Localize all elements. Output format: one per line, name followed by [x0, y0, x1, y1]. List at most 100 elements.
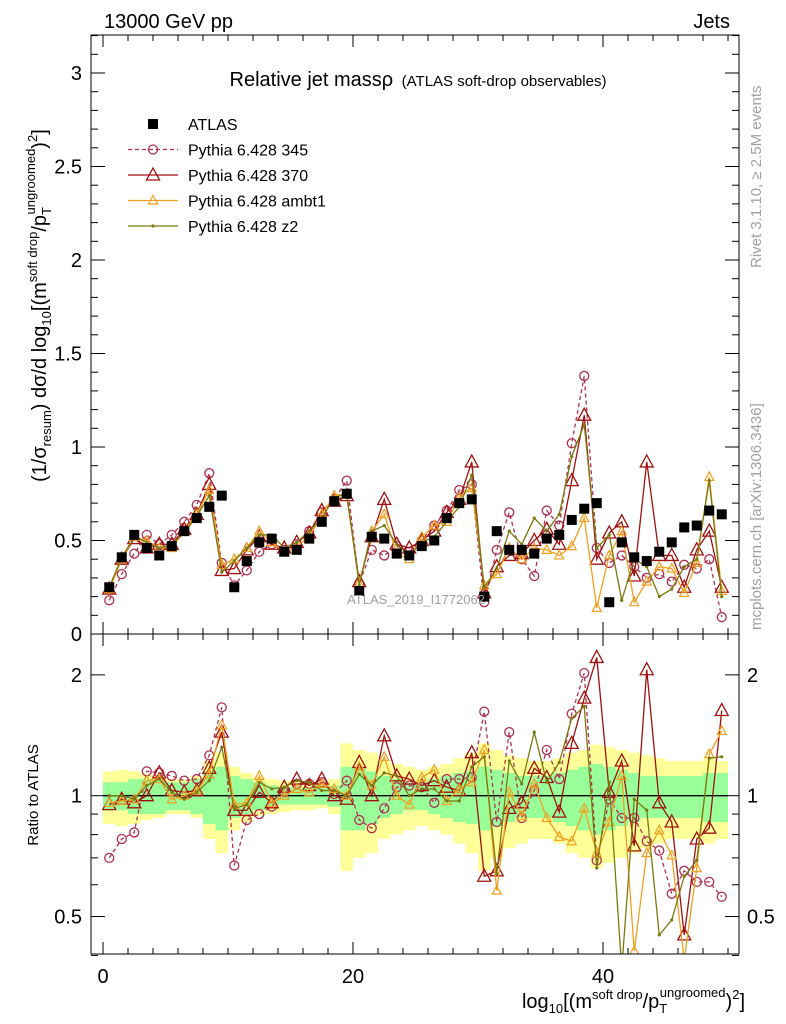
point-pythia-6-428-z2: [607, 780, 611, 784]
point-atlas: [229, 582, 240, 593]
point-atlas: [529, 548, 540, 559]
point-pythia-6-428-z2: [382, 523, 386, 528]
point-atlas: [566, 514, 577, 525]
point-pythia-6-428-345: [691, 876, 702, 888]
point-pythia-6-428-370: [401, 770, 417, 785]
point-pythia-6-428-z2: [407, 794, 411, 798]
point-pythia-6-428-ambt1: [629, 944, 640, 954]
point-pythia-6-428-370: [464, 744, 480, 759]
point-pythia-6-428-z2: [670, 587, 674, 591]
point-pythia-6-428-z2: [370, 783, 374, 788]
point-pythia-6-428-345: [479, 706, 490, 717]
point-atlas: [329, 496, 340, 507]
ratio-band-inner: [390, 779, 403, 815]
point-pythia-6-428-ambt1: [428, 519, 440, 530]
ratio-band-inner: [678, 775, 691, 818]
point-pythia-6-428-ambt1: [528, 777, 540, 789]
legend-marker-pythia-6-428-ambt1: [147, 194, 159, 205]
point-pythia-6-428-370: [589, 550, 605, 565]
point-pythia-6-428-z2: [207, 779, 211, 783]
point-pythia-6-428-z2: [395, 774, 399, 778]
point-pythia-6-428-345: [604, 794, 615, 805]
point-pythia-6-428-ambt1: [666, 849, 678, 860]
point-atlas: [266, 533, 277, 544]
point-pythia-6-428-z2: [707, 756, 711, 760]
point-pythia-6-428-345: [666, 888, 677, 899]
point-pythia-6-428-370: [651, 794, 667, 809]
point-pythia-6-428-z2: [595, 546, 599, 550]
point-pythia-6-428-z2: [682, 565, 686, 569]
legend-label-pythia-6-428-z2: Pythia 6.428 z2: [188, 219, 298, 236]
point-pythia-6-428-ambt1: [441, 794, 453, 806]
point-pythia-6-428-z2: [170, 790, 174, 794]
point-pythia-6-428-z2: [532, 516, 536, 520]
point-pythia-6-428-370: [526, 759, 542, 774]
point-pythia-6-428-370: [626, 567, 642, 582]
point-atlas: [454, 498, 465, 509]
point-pythia-6-428-345: [379, 550, 390, 561]
point-pythia-6-428-345: [541, 744, 552, 756]
legend-marker-pythia-6-428-345: [147, 144, 159, 155]
ratio-band-inner: [490, 769, 503, 827]
point-pythia-6-428-z2: [520, 782, 524, 786]
point-pythia-6-428-ambt1: [478, 743, 490, 755]
point-atlas: [516, 544, 527, 555]
point-atlas: [216, 490, 227, 501]
point-pythia-6-428-ambt1: [316, 777, 328, 789]
point-pythia-6-428-ambt1: [691, 556, 703, 568]
point-pythia-6-428-370: [664, 813, 680, 828]
point-pythia-6-428-370: [514, 794, 530, 809]
point-pythia-6-428-z2: [432, 787, 436, 791]
point-pythia-6-428-345: [504, 507, 515, 518]
point-pythia-6-428-ambt1: [491, 567, 503, 579]
point-pythia-6-428-z2: [157, 777, 161, 781]
ratio-band-inner: [453, 772, 466, 822]
point-pythia-6-428-345: [129, 827, 140, 838]
ratio-band-inner: [428, 779, 441, 815]
plot-title-main: Relative jet massρ: [230, 69, 394, 91]
point-pythia-6-428-z2: [657, 595, 661, 599]
point-atlas: [641, 556, 652, 567]
point-pythia-6-428-z2: [470, 765, 474, 769]
point-pythia-6-428-ambt1: [291, 782, 303, 793]
point-pythia-6-428-ambt1: [466, 481, 478, 493]
point-pythia-6-428-z2: [657, 933, 661, 937]
point-pythia-6-428-345: [354, 814, 365, 826]
header-left: 13000 GeV pp: [104, 11, 233, 33]
point-pythia-6-428-z2: [720, 595, 724, 599]
point-pythia-6-428-z2: [107, 794, 111, 798]
ratio-band-inner: [140, 779, 153, 815]
point-pythia-6-428-z2: [457, 799, 461, 803]
point-pythia-6-428-z2: [332, 788, 336, 793]
point-pythia-6-428-z2: [445, 799, 449, 803]
point-pythia-6-428-ambt1: [616, 524, 628, 536]
point-pythia-6-428-ambt1: [378, 508, 390, 519]
point-pythia-6-428-z2: [695, 858, 699, 862]
y-tick-label-ratio: 2: [71, 665, 82, 687]
point-pythia-6-428-370: [551, 803, 567, 818]
point-pythia-6-428-345: [129, 548, 140, 559]
point-pythia-6-428-z2: [570, 454, 574, 458]
point-pythia-6-428-370: [226, 560, 242, 575]
point-pythia-6-428-370: [376, 727, 392, 742]
point-pythia-6-428-345: [341, 475, 352, 486]
point-atlas: [591, 498, 602, 509]
ratio-band-inner: [578, 766, 591, 831]
point-pythia-6-428-ambt1: [578, 511, 590, 523]
point-pythia-6-428-370: [251, 783, 267, 798]
y-tick-label-ratio: 1: [71, 786, 82, 808]
point-pythia-6-428-370: [664, 547, 680, 562]
point-pythia-6-428-345: [454, 484, 465, 496]
point-atlas: [366, 531, 377, 542]
point-pythia-6-428-370: [339, 790, 355, 805]
legend: ATLAS Pythia 6.428 345 Pythia 6.428 370 Pyt…: [128, 117, 326, 236]
point-pythia-6-428-ambt1: [641, 846, 653, 858]
point-pythia-6-428-345: [716, 612, 727, 623]
point-pythia-6-428-z2: [545, 529, 549, 533]
point-pythia-6-428-345: [491, 816, 502, 828]
point-pythia-6-428-ambt1: [553, 830, 565, 841]
point-pythia-6-428-345: [579, 667, 590, 679]
point-pythia-6-428-z2: [495, 871, 499, 876]
ratio-band-inner: [203, 771, 216, 825]
